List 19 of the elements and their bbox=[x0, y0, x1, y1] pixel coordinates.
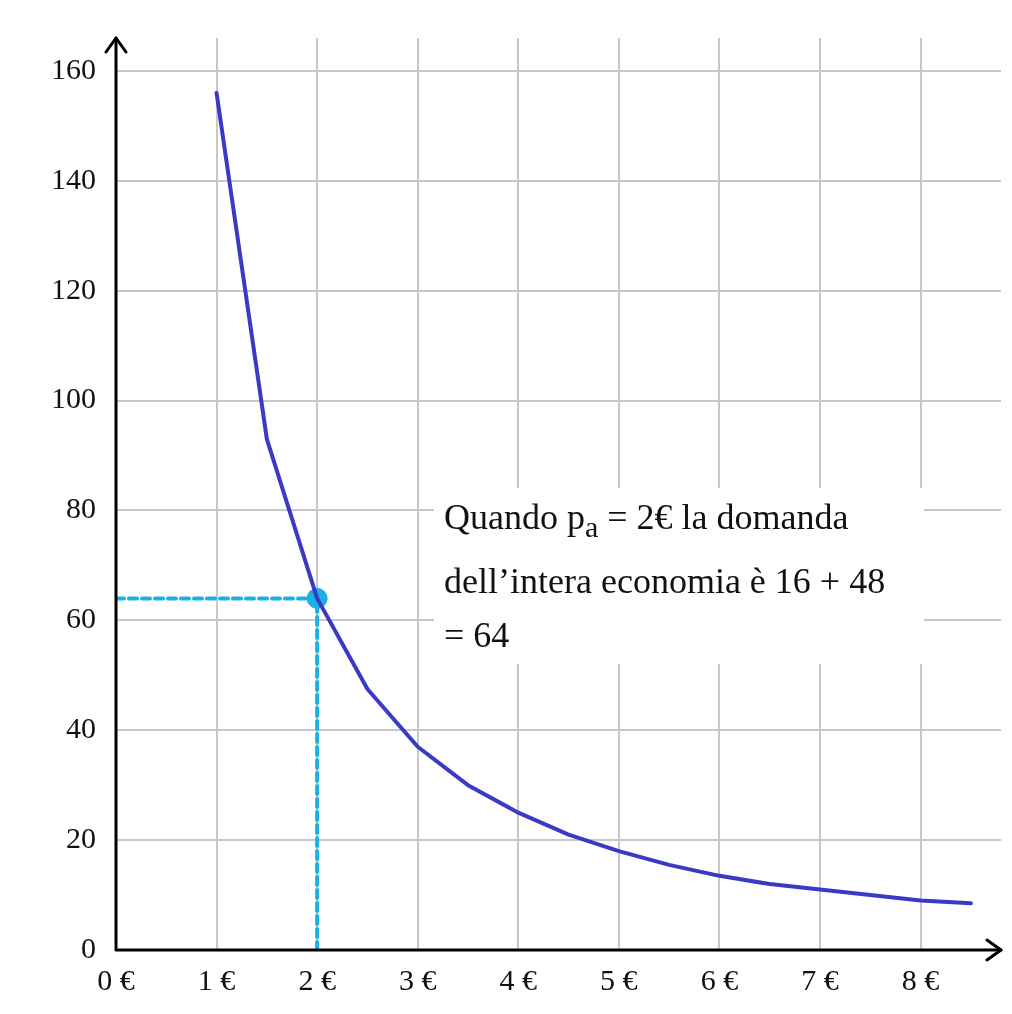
x-tick-label: 7 € bbox=[801, 962, 839, 996]
y-tick-label: 160 bbox=[51, 51, 96, 85]
x-tick-label: 1 € bbox=[197, 962, 236, 996]
y-tick-label: 140 bbox=[51, 161, 96, 195]
y-tick-label: 80 bbox=[66, 491, 96, 525]
x-tick-label: 0 € bbox=[97, 962, 135, 996]
y-tick-label: 40 bbox=[66, 711, 96, 745]
y-tick-label: 120 bbox=[51, 271, 96, 305]
x-tick-label: 3 € bbox=[398, 962, 437, 996]
x-tick-label: 2 € bbox=[298, 962, 336, 996]
x-tick-label: 4 € bbox=[499, 962, 538, 996]
annotation: Quando p$_{a}$ = 2€ la domanda dell’intera economia è 16 + 48 = 64 bbox=[434, 488, 924, 665]
x-tick-label: 6 € bbox=[700, 962, 739, 996]
x-tick-label: 8 € bbox=[901, 962, 940, 996]
y-tick-label: 20 bbox=[66, 821, 96, 854]
y-tick-label: 0 bbox=[81, 930, 96, 964]
y-tick-label: 60 bbox=[66, 601, 96, 635]
y-tick-label: 100 bbox=[51, 381, 96, 415]
x-tick-label: 5 € bbox=[600, 962, 638, 996]
